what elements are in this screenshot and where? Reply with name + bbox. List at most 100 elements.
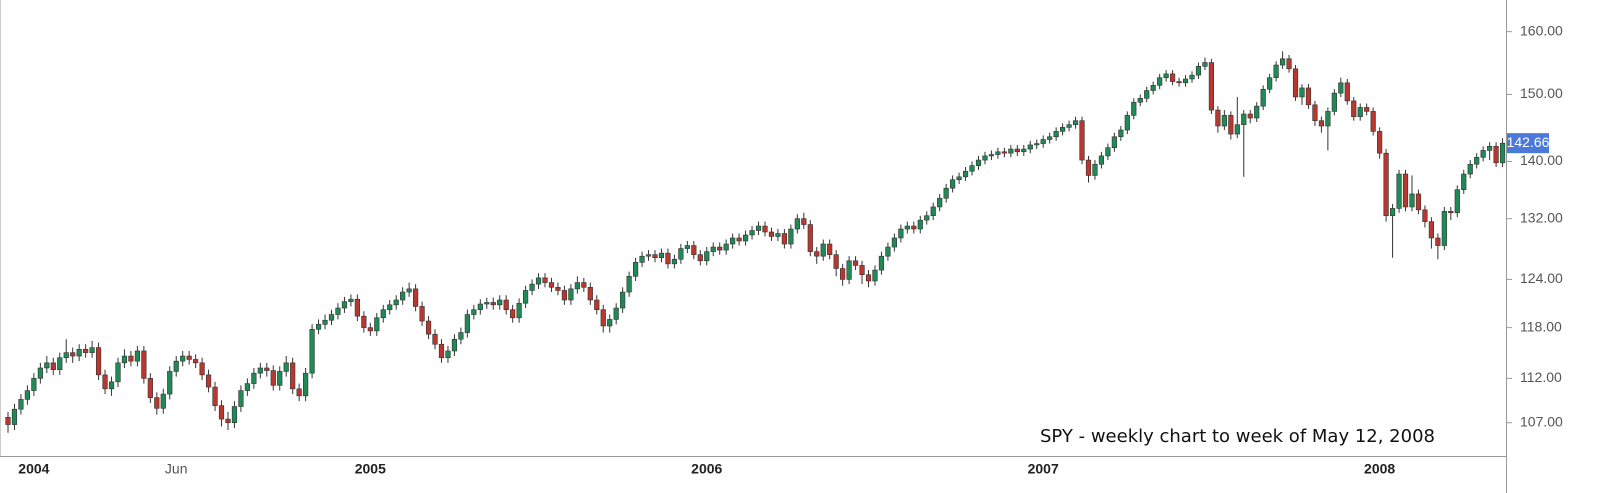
candle-body [975,159,982,166]
candle-body [1234,124,1240,135]
candle-body [31,378,37,391]
candle-body [400,291,406,301]
candle-body [341,301,348,309]
candle-body [1040,139,1046,144]
candle-body [309,328,315,374]
candle-body [723,243,729,251]
candle-body [425,320,432,335]
candle-body [244,383,250,391]
candle-body [620,291,626,309]
candle-body [665,252,671,265]
candle-body [736,237,742,242]
candle-body [1318,120,1325,127]
candle-body [445,350,451,359]
candle-body [419,306,425,322]
candle-body [781,233,787,245]
candle-body [406,288,412,293]
candle-body [691,245,697,255]
candle-body [730,237,736,245]
candle-body [24,390,31,400]
candle-body [1273,64,1279,78]
candle-body [788,228,794,245]
candle-body [542,277,548,283]
candle-body [1383,152,1389,217]
candle-body [335,307,341,315]
candle-body [872,269,878,282]
candle-body [1247,113,1253,119]
candle-body [1085,159,1092,176]
candle-body [1053,131,1059,138]
candle-body [956,176,962,180]
candle-body [697,254,703,262]
candle-body [180,355,186,362]
candle-body [522,290,529,304]
candle-body [671,258,678,265]
candle-body [833,254,839,269]
candle-body [464,314,470,333]
candle-body [891,237,897,248]
candle-body [632,262,639,277]
candle-body [1312,104,1318,121]
candle-body [568,288,574,301]
candle-body [173,360,179,372]
candle-body [535,277,542,285]
candle-body [438,343,445,359]
candle-body [348,298,354,302]
candle-body [555,286,561,291]
candle-body [1170,73,1176,82]
candle-body [70,352,76,357]
candle-body [115,362,121,383]
candle-body [574,282,580,290]
candle-body [5,417,11,425]
candle-body [1047,136,1053,140]
candle-body [859,265,865,276]
candle-body [1344,82,1350,102]
candle-body [1254,105,1260,119]
candle-body [1286,58,1292,70]
candle-body [497,299,503,306]
candle-body [1415,193,1422,211]
candle-body [1221,115,1227,127]
candle-body [865,274,872,282]
candle-body [1157,77,1163,86]
candle-body [328,314,335,321]
candle-body [807,224,813,252]
candle-body [911,225,917,230]
candle-body [374,317,380,332]
candle-body [50,362,56,371]
candle-body [1292,68,1299,98]
candle-body [982,155,988,161]
candle-body [950,179,956,189]
candle-body [988,154,995,157]
candle-body [717,246,723,251]
candle-body [238,390,244,407]
candle-body [290,362,296,390]
candle-body [658,252,665,259]
candle-body [1137,97,1143,103]
candle-body [1299,87,1305,98]
candle-body [1305,87,1312,106]
candle-body [1338,82,1344,94]
candle-body [212,386,218,406]
x-tick-label: 2006 [691,461,722,477]
candle-body [471,309,477,315]
y-tick-label: 150.00 [1520,85,1563,101]
candle-body [315,324,322,330]
x-tick-label: 2004 [18,461,49,477]
candle-body [380,309,386,319]
candle-body [1260,88,1266,107]
candle-body [1370,111,1376,132]
candle-body [154,397,160,409]
candle-body [768,231,775,237]
candle-body [1228,115,1234,135]
candle-body [134,350,141,362]
candle-body [794,218,800,230]
candle-body [1098,155,1105,165]
candle-body [742,234,749,242]
y-tick-label: 160.00 [1520,22,1563,38]
candle-body [193,359,199,364]
candle-body [1163,73,1169,78]
candle-body [128,355,134,362]
candle-body [251,372,257,384]
